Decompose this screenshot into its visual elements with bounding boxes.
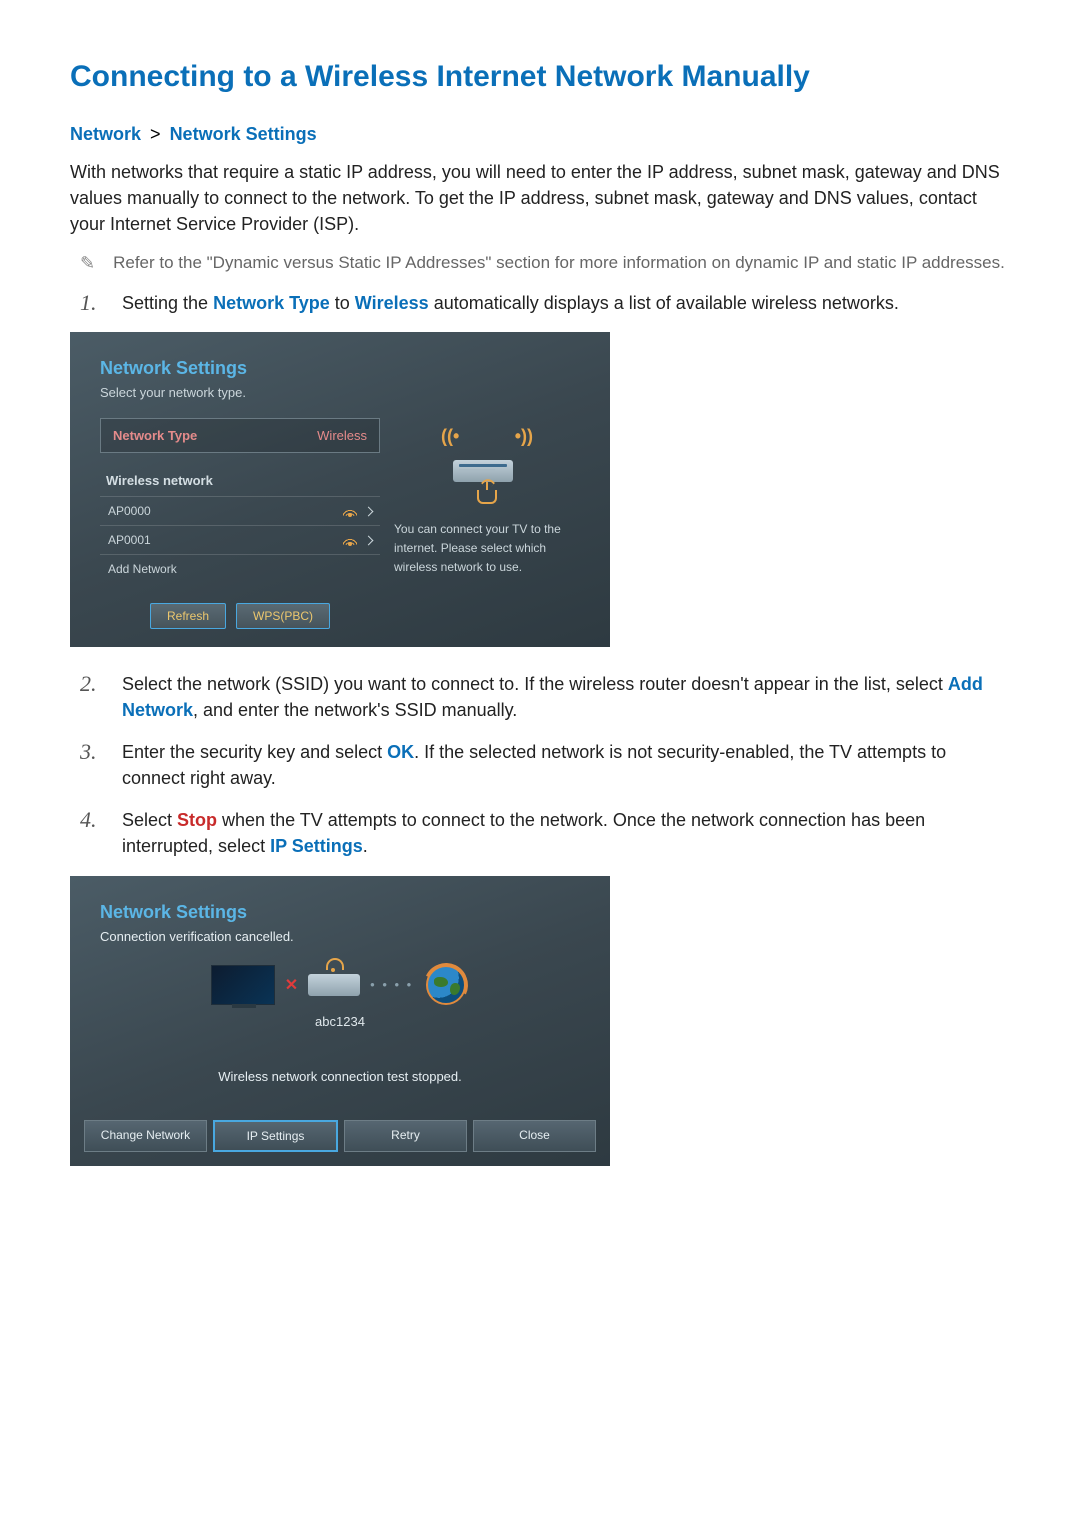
wifi-item-ap0001[interactable]: AP0001	[100, 525, 380, 554]
chevron-right-icon	[364, 535, 374, 545]
wave-left-icon: ((•	[441, 426, 459, 447]
panel1-help-text: You can connect your TV to the internet.…	[394, 520, 580, 578]
breadcrumb-a[interactable]: Network	[70, 124, 141, 144]
wps-pbc-button[interactable]: WPS(PBC)	[236, 603, 330, 629]
ip-settings-button[interactable]: IP Settings	[213, 1120, 338, 1152]
step-3-hl-ok: OK	[387, 742, 414, 762]
retry-button[interactable]: Retry	[344, 1120, 467, 1152]
connection-diagram: ✕ • • • •	[100, 962, 580, 1008]
note-text: Refer to the "Dynamic versus Static IP A…	[113, 251, 1005, 276]
add-network-label: Add Network	[108, 562, 177, 576]
globe-icon	[426, 965, 466, 1005]
connected-ssid-label: abc1234	[100, 1014, 580, 1029]
wave-right-icon: •))	[515, 426, 533, 447]
step-1-hl-wireless: Wireless	[355, 293, 429, 313]
wifi-item-add-network[interactable]: Add Network	[100, 554, 380, 583]
wifi-item-ap0000[interactable]: AP0000	[100, 496, 380, 525]
intro-paragraph: With networks that require a static IP a…	[70, 159, 1010, 237]
pencil-icon: ✎	[80, 253, 95, 274]
router-icon	[453, 460, 513, 482]
panel1-title: Network Settings	[100, 358, 580, 379]
panel2-subtitle: Connection verification cancelled.	[100, 929, 580, 944]
step-4-part-e: .	[363, 836, 368, 856]
connection-status-message: Wireless network connection test stopped…	[100, 1051, 580, 1112]
step-2-part-a: Select the network (SSID) you want to co…	[122, 674, 948, 694]
close-button[interactable]: Close	[473, 1120, 596, 1152]
step-4-part-c: when the TV attempts to connect to the n…	[122, 810, 925, 856]
refresh-button[interactable]: Refresh	[150, 603, 226, 629]
network-settings-panel-2: Network Settings Connection verification…	[70, 876, 610, 1166]
wifi-ssid-label: AP0000	[108, 504, 151, 518]
step-1-hl-network-type: Network Type	[213, 293, 330, 313]
change-network-button[interactable]: Change Network	[84, 1120, 207, 1152]
chevron-right-icon	[364, 506, 374, 516]
step-2-part-c: , and enter the network's SSID manually.	[193, 700, 517, 720]
panel2-title: Network Settings	[100, 902, 580, 923]
wifi-ssid-label: AP0001	[108, 533, 151, 547]
network-type-label: Network Type	[113, 428, 197, 443]
x-fail-icon: ✕	[285, 975, 298, 995]
router-icon	[308, 974, 360, 996]
tv-icon	[211, 965, 275, 1005]
wifi-signal-icon	[343, 535, 357, 545]
panel1-subtitle: Select your network type.	[100, 385, 580, 400]
breadcrumb-b[interactable]: Network Settings	[170, 124, 317, 144]
breadcrumb: Network > Network Settings	[70, 124, 1010, 145]
step-4-hl-ip-settings: IP Settings	[270, 836, 363, 856]
step-4-hl-stop: Stop	[177, 810, 217, 830]
page-title: Connecting to a Wireless Internet Networ…	[70, 60, 1010, 94]
wifi-signal-icon	[343, 506, 357, 516]
dots-icon: • • • •	[370, 977, 413, 992]
step-1-part-e: automatically displays a list of availab…	[429, 293, 899, 313]
step-4-part-a: Select	[122, 810, 177, 830]
network-type-row[interactable]: Network Type Wireless	[100, 418, 380, 453]
step-1-text: Setting the Network Type to Wireless aut…	[122, 290, 899, 316]
step-3-part-a: Enter the security key and select	[122, 742, 387, 762]
step-3-text: Enter the security key and select OK. If…	[122, 739, 1010, 791]
network-type-value: Wireless	[317, 428, 367, 443]
wireless-list-heading: Wireless network	[106, 473, 380, 488]
step-1-part-a: Setting the	[122, 293, 213, 313]
step-4-text: Select Stop when the TV attempts to conn…	[122, 807, 1010, 859]
step-2-text: Select the network (SSID) you want to co…	[122, 671, 1010, 723]
network-settings-panel-1: Network Settings Select your network typ…	[70, 332, 610, 647]
base-station-icon	[477, 490, 497, 504]
step-1-part-c: to	[330, 293, 355, 313]
breadcrumb-sep: >	[146, 124, 165, 144]
router-illustration: ((• •))	[427, 422, 547, 482]
note-row: ✎ Refer to the "Dynamic versus Static IP…	[80, 251, 1010, 276]
